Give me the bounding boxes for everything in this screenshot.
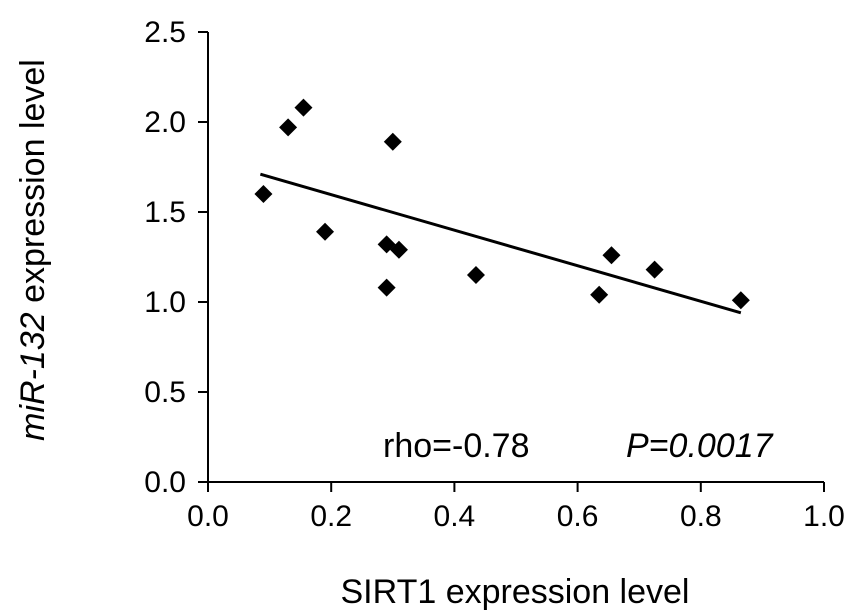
y-tick-label: 2.0: [144, 106, 186, 139]
trend-line: [259, 172, 742, 315]
data-point: [389, 240, 408, 259]
p-value-annotation: P=0.0017: [626, 427, 774, 465]
y-axis-title: miR-132 expression level: [14, 59, 52, 441]
data-point: [254, 185, 273, 203]
x-tick-label: 0.6: [557, 500, 599, 533]
y-tick-label: 2.5: [144, 16, 186, 49]
axes: [207, 32, 824, 483]
x-tick-label: 0.8: [680, 500, 722, 533]
ticks: 0.0 0.5 1.0 1.5 2.0 2.5 0.0 0.2 0.4 0.6 0.8 1.0: [144, 16, 845, 533]
y-tick-label: 1.5: [144, 196, 186, 229]
rho-annotation: rho=-0.78: [383, 427, 530, 465]
x-axis-title: SIRT1 expression level: [341, 573, 690, 611]
data-point: [645, 260, 664, 279]
y-tick-label: 0.5: [144, 376, 186, 409]
y-tick-label: 1.0: [144, 286, 186, 319]
data-point: [590, 285, 609, 304]
data-point: [731, 291, 750, 310]
y-tick-label: 0.0: [144, 466, 186, 499]
y-axis-title-italic: miR-132: [14, 312, 52, 441]
data-point: [316, 222, 335, 241]
data-point: [466, 266, 485, 284]
data-point: [294, 98, 313, 117]
data-point: [279, 118, 298, 137]
data-point: [602, 246, 621, 265]
x-tick-label: 0.0: [187, 500, 229, 533]
data-point: [383, 132, 402, 151]
x-tick-label: 0.2: [310, 500, 352, 533]
y-axis-title-rest: expression level: [14, 59, 52, 312]
x-tick-label: 0.4: [434, 500, 476, 533]
data-points: [254, 98, 750, 310]
data-point: [377, 278, 396, 297]
x-tick-label: 1.0: [803, 500, 845, 533]
